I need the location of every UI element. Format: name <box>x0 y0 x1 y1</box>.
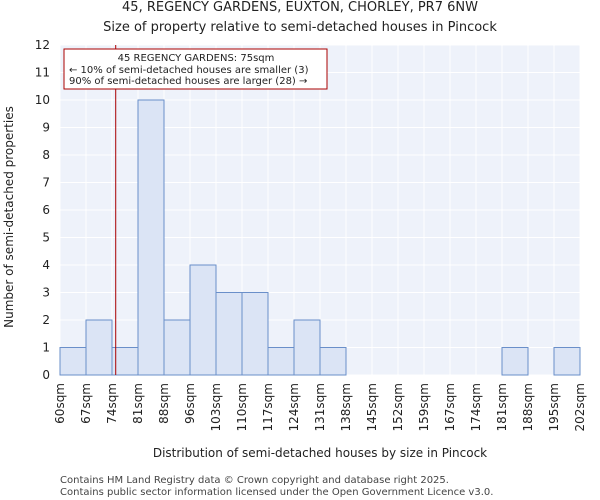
histogram-bar <box>59 347 87 376</box>
x-tick-label: 110sqm <box>235 383 249 431</box>
x-tick-label: 159sqm <box>417 383 431 431</box>
x-tick-label: 124sqm <box>287 383 301 431</box>
histogram-bar <box>111 347 139 376</box>
x-tick-label: 103sqm <box>209 383 223 431</box>
y-tick-label: 4 <box>42 258 50 272</box>
histogram-bar <box>501 347 529 376</box>
annotation-box: 45 REGENCY GARDENS: 75sqm ← 10% of semi-… <box>63 48 328 90</box>
x-axis-label: Distribution of semi-detached houses by … <box>153 446 487 460</box>
x-axis-ticks: 60sqm 67sqm 74sqm 81sqm 88sqm 96sqm 103sqm 110s… <box>53 383 587 431</box>
x-tick-label: 67sqm <box>79 383 93 424</box>
histogram-bar <box>85 319 113 376</box>
histogram-bar <box>293 319 321 376</box>
histogram-bar <box>215 292 243 376</box>
y-tick-label: 0 <box>42 368 50 382</box>
y-tick-label: 2 <box>42 313 50 327</box>
y-tick-label: 5 <box>42 231 50 245</box>
x-tick-label: 81sqm <box>131 383 145 424</box>
x-tick-label: 195sqm <box>547 383 561 431</box>
y-tick-label: 7 <box>42 176 50 190</box>
x-tick-label: 74sqm <box>105 383 119 424</box>
y-tick-label: 9 <box>42 121 50 135</box>
bars <box>59 99 581 376</box>
annotation-line-3: 90% of semi-detached houses are larger (… <box>69 76 307 87</box>
x-tick-label: 145sqm <box>365 383 379 431</box>
y-axis-label: Number of semi-detached properties <box>2 106 16 328</box>
histogram-bar <box>241 292 269 376</box>
x-tick-label: 174sqm <box>469 383 483 431</box>
x-tick-label: 131sqm <box>313 383 327 431</box>
chart-title: 45, REGENCY GARDENS, EUXTON, CHORLEY, PR… <box>122 0 478 15</box>
footer-line-2: Contains public sector information licen… <box>60 487 493 498</box>
annotation-line-1: 45 REGENCY GARDENS: 75sqm <box>118 53 275 64</box>
x-tick-label: 167sqm <box>443 383 457 431</box>
y-tick-label: 1 <box>42 341 50 355</box>
annotation-line-2: ← 10% of semi-detached houses are smalle… <box>69 65 309 76</box>
y-tick-label: 12 <box>35 38 50 52</box>
x-tick-label: 138sqm <box>339 383 353 431</box>
y-tick-label: 11 <box>35 66 50 80</box>
histogram-bar <box>267 347 295 376</box>
x-tick-label: 202sqm <box>573 383 587 431</box>
x-tick-label: 117sqm <box>261 383 275 431</box>
x-tick-label: 188sqm <box>521 383 535 431</box>
y-tick-label: 6 <box>42 203 50 217</box>
histogram-bar <box>137 99 165 376</box>
histogram-bar <box>189 264 217 376</box>
histogram-bar <box>163 319 191 376</box>
x-tick-label: 152sqm <box>391 383 405 431</box>
y-tick-label: 3 <box>42 286 50 300</box>
histogram-bar <box>553 347 581 376</box>
x-tick-label: 88sqm <box>157 383 171 424</box>
footer-line-1: Contains HM Land Registry data © Crown c… <box>60 475 449 486</box>
x-tick-label: 60sqm <box>53 383 67 424</box>
x-tick-label: 181sqm <box>495 383 509 431</box>
y-tick-label: 8 <box>42 148 50 162</box>
chart-subtitle: Size of property relative to semi-detach… <box>103 20 497 35</box>
histogram-bar <box>319 347 347 376</box>
y-tick-label: 10 <box>35 93 50 107</box>
x-tick-label: 96sqm <box>183 383 197 424</box>
